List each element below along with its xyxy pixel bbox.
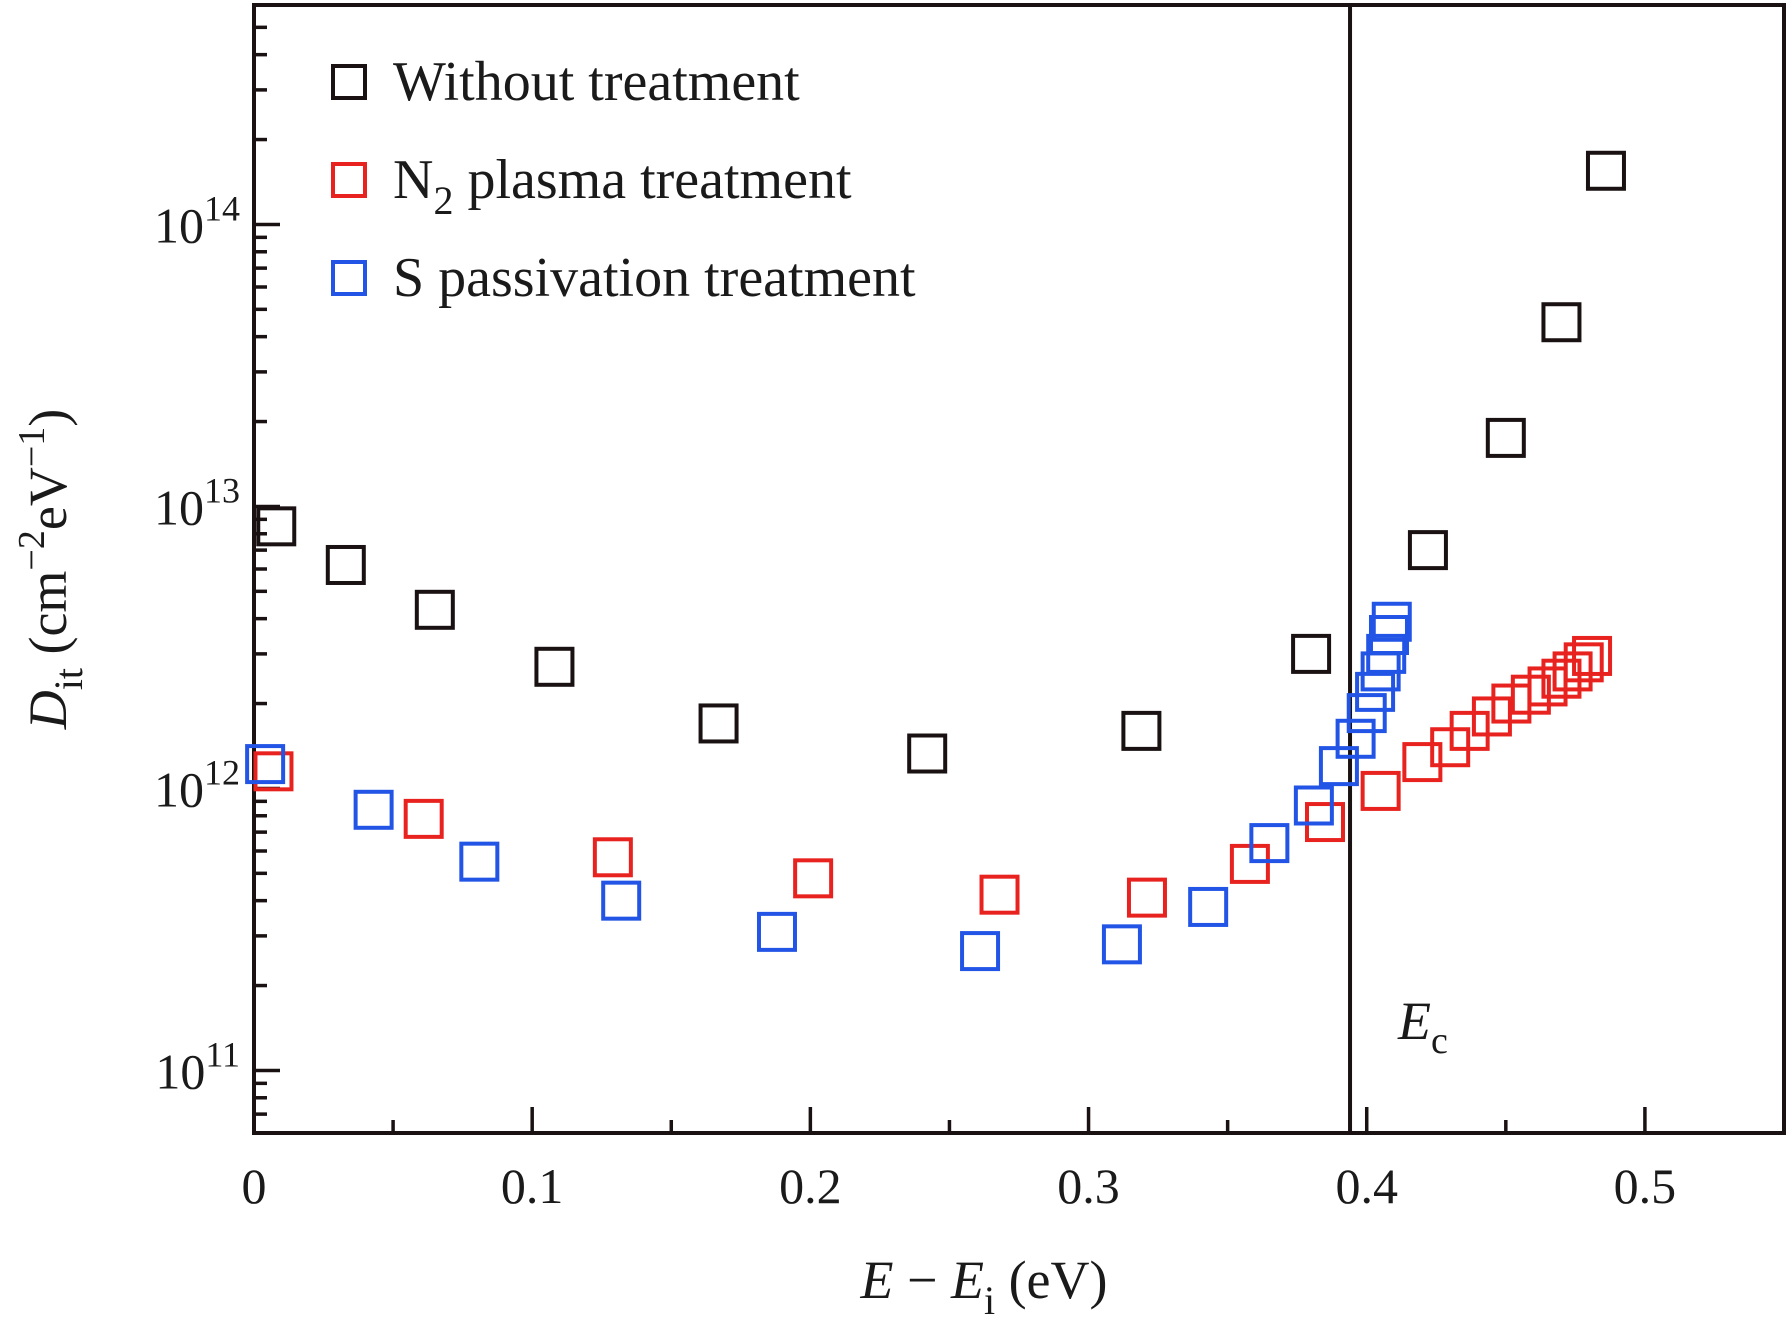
legend-marker	[331, 64, 367, 100]
data-point	[793, 858, 834, 899]
data-point	[1407, 530, 1448, 571]
data-point	[592, 837, 633, 878]
x-tick-label: 0.2	[779, 1158, 842, 1214]
legend-label: S passivation treatment	[393, 247, 916, 309]
series-2	[253, 635, 1613, 918]
data-point	[1371, 601, 1412, 642]
x-axis-ticks: 0 0.1 0.2 0.3 0.4 0.5	[242, 1107, 1786, 1214]
data-point	[601, 880, 642, 921]
data-point	[1585, 150, 1626, 191]
legend-label: N2 plasma treatment	[393, 149, 852, 223]
y-tick-label: 1011	[155, 1034, 240, 1099]
ec-label: Ec	[1397, 991, 1448, 1062]
legend: Without treatment N2 plasma treatment S pa…	[331, 51, 916, 309]
data-point	[1126, 877, 1167, 918]
data-point	[1293, 785, 1334, 826]
data-point	[534, 646, 575, 687]
data-point	[1346, 693, 1387, 734]
legend-marker	[331, 260, 367, 296]
x-axis-title: E − Ei (eV)	[859, 1250, 1107, 1318]
data-point	[1360, 770, 1401, 811]
y-tick-label: 1013	[154, 470, 240, 535]
data-point	[960, 931, 1001, 972]
data-point	[256, 506, 297, 547]
data-point	[1541, 302, 1582, 343]
data-point	[1563, 642, 1604, 683]
annotation-layer: Ec	[1348, 5, 1448, 1133]
y-axis-title: Dit (cm−2eV−1)	[11, 409, 91, 731]
axis-titles: E − Ei (eV) Dit (cm−2eV−1)	[11, 409, 1108, 1318]
data-point	[1101, 924, 1142, 965]
legend-marker	[331, 162, 367, 198]
data-point	[1527, 666, 1568, 707]
data-point	[353, 789, 394, 830]
data-point	[1485, 417, 1526, 458]
data-point	[1402, 742, 1443, 783]
data-point	[1291, 633, 1332, 674]
data-point	[245, 744, 286, 785]
x-tick-label: 0.1	[501, 1158, 564, 1214]
data-point	[1121, 710, 1162, 751]
x-tick-label: 0.4	[1335, 1158, 1398, 1214]
x-tick-label: 0.3	[1057, 1158, 1120, 1214]
data-points	[245, 150, 1626, 972]
y-tick-label: 1012	[154, 752, 240, 817]
data-point	[459, 841, 500, 882]
data-point	[698, 703, 739, 744]
data-point	[1188, 886, 1229, 927]
data-point	[1572, 635, 1613, 676]
data-point	[756, 911, 797, 952]
y-tick-label: 1014	[154, 188, 240, 253]
data-point	[907, 733, 948, 774]
x-tick-label: 0	[242, 1158, 267, 1214]
data-point	[325, 544, 366, 585]
data-point	[1249, 823, 1290, 864]
legend-label: Without treatment	[393, 51, 800, 113]
x-tick-label: 0.5	[1614, 1158, 1677, 1214]
data-point	[1368, 615, 1409, 656]
y-axis-ticks: 1011 1012 1013 1014	[154, 3, 280, 1135]
series-3	[245, 601, 1412, 972]
data-point	[1335, 718, 1376, 759]
data-point	[1449, 710, 1490, 751]
data-point	[403, 798, 444, 839]
data-point	[414, 589, 455, 630]
data-point	[979, 874, 1020, 915]
series-1	[256, 150, 1626, 774]
data-point	[253, 751, 294, 792]
